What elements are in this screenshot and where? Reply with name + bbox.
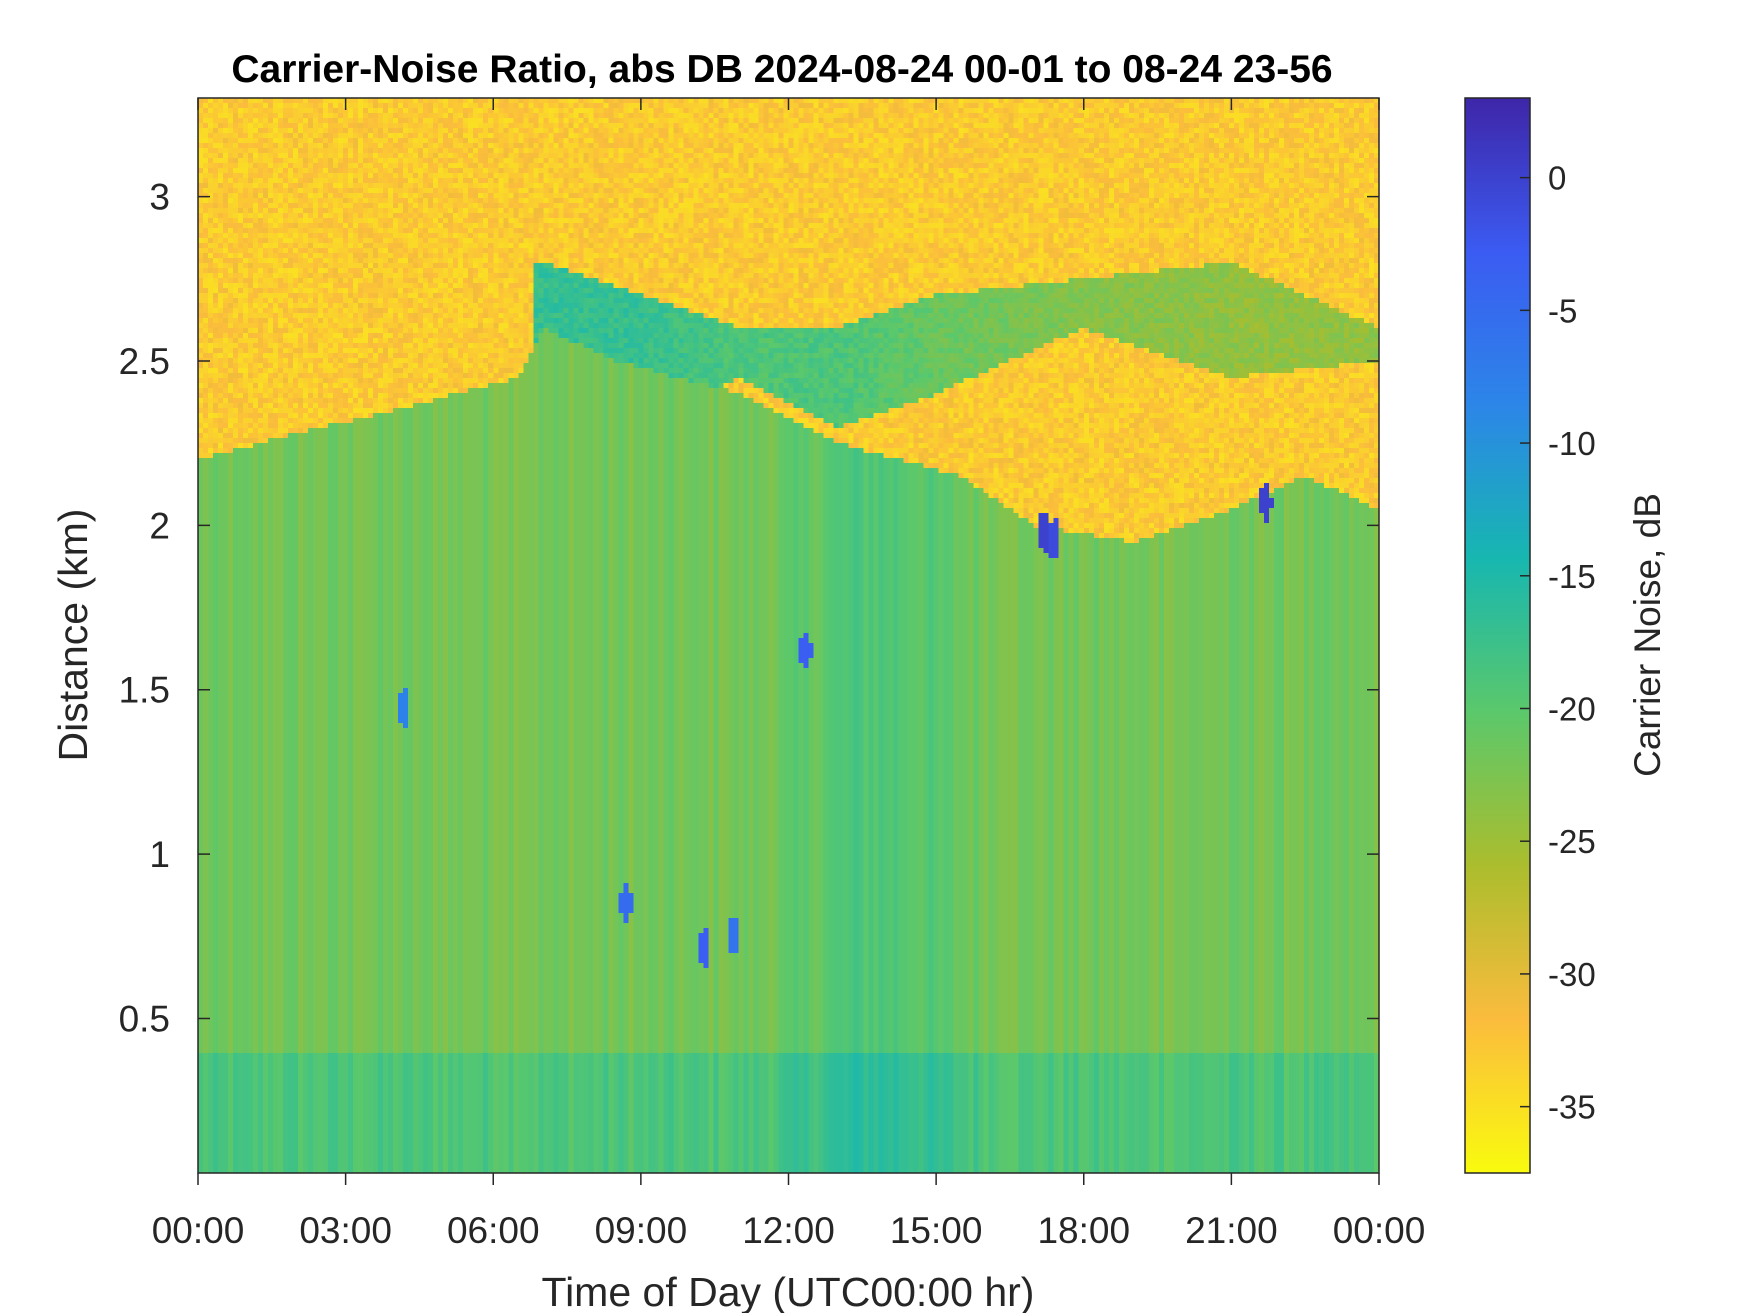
- x-tick-label: 12:00: [742, 1210, 835, 1251]
- heatmap-field: [198, 98, 1379, 1173]
- x-tick-label: 21:00: [1185, 1210, 1278, 1251]
- colorbar-tick-label: 0: [1548, 160, 1566, 197]
- plot-area: 00:00 03:00 06:00 09:00 12:00 15:00 18:00 21:00…: [119, 97, 1426, 1251]
- y-tick-label: 2: [149, 505, 170, 546]
- y-tick-label: 0.5: [119, 998, 170, 1039]
- x-tick-label: 06:00: [447, 1210, 540, 1251]
- y-axis-ticks: 0.5 1 1.5 2 2.5 3: [119, 177, 1379, 1039]
- x-axis-label: Time of Day (UTC00:00 hr): [542, 1269, 1035, 1313]
- x-tick-label: 09:00: [595, 1210, 688, 1251]
- colorbar-label: Carrier Noise, dB: [1627, 493, 1668, 777]
- y-tick-label: 1.5: [119, 670, 170, 711]
- x-tick-label: 00:00: [152, 1210, 245, 1251]
- y-tick-label: 1: [149, 834, 170, 875]
- colorbar-tick-label: -35: [1548, 1089, 1596, 1126]
- y-tick-label: 3: [149, 177, 170, 218]
- colorbar-tick-label: -25: [1548, 823, 1596, 860]
- chart-title: Carrier-Noise Ratio, abs DB 2024-08-24 0…: [231, 48, 1332, 91]
- colorbar-gradient: [1464, 97, 1531, 1174]
- colorbar-tick-label: -20: [1548, 690, 1596, 727]
- x-tick-label: 03:00: [299, 1210, 392, 1251]
- x-tick-label: 00:00: [1333, 1210, 1426, 1251]
- x-tick-label: 18:00: [1037, 1210, 1130, 1251]
- colorbar-tick-label: -5: [1548, 292, 1577, 329]
- colorbar-tick-label: -15: [1548, 558, 1596, 595]
- colorbar: 0 -5 -10 -15 -20 -25 -30 -35 Carrier Noise, dB: [1464, 97, 1668, 1174]
- x-tick-label: 15:00: [890, 1210, 983, 1251]
- colorbar-tick-label: -10: [1548, 425, 1596, 462]
- colorbar-tick-label: -30: [1548, 956, 1596, 993]
- x-axis-ticks: 00:00 03:00 06:00 09:00 12:00 15:00 18:00 21:00…: [152, 98, 1426, 1251]
- y-axis-label: Distance (km): [50, 509, 96, 762]
- y-tick-label: 2.5: [119, 341, 170, 382]
- colorbar-ticks: 0 -5 -10 -15 -20 -25 -30 -35: [1520, 160, 1596, 1126]
